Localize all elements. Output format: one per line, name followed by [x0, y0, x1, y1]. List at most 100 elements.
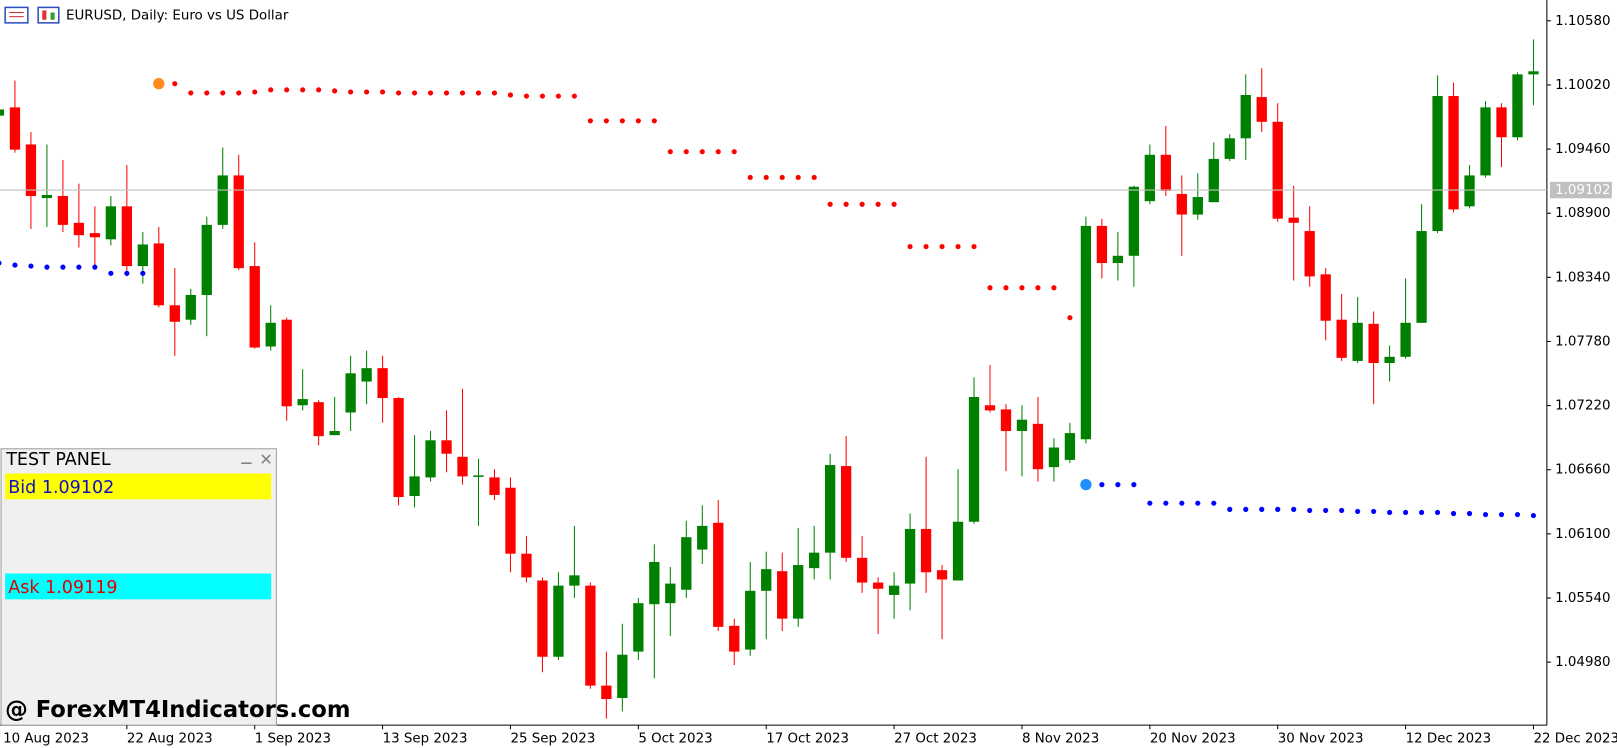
sar-dot	[76, 264, 82, 270]
sar-dot	[188, 90, 194, 96]
x-tick-label: 22 Dec 2023	[1533, 732, 1617, 747]
ask-text: Ask 1.09119	[8, 578, 117, 598]
sar-dot	[891, 201, 897, 207]
candle-body	[856, 557, 868, 583]
candle-body	[105, 206, 117, 240]
candle-body	[1080, 225, 1092, 440]
sar-dot	[1163, 500, 1169, 506]
sar-dot	[1179, 500, 1185, 506]
candle-body	[681, 537, 692, 590]
candle-body	[137, 244, 148, 267]
candle-body	[425, 440, 436, 478]
candle-body	[297, 399, 308, 406]
candle-body	[1272, 121, 1283, 219]
candle-body	[1192, 197, 1203, 215]
sar-dot	[140, 270, 146, 276]
y-tick-label: 1.08340	[1555, 270, 1610, 285]
sar-dot	[779, 174, 785, 181]
x-tick-label: 12 Dec 2023	[1406, 732, 1492, 747]
candle-body	[473, 475, 484, 477]
sar-dot	[843, 201, 849, 207]
sar-dot	[1147, 500, 1153, 506]
sar-dot	[1051, 285, 1057, 291]
sar-dot	[44, 264, 50, 270]
candle-body	[601, 685, 612, 700]
candle-body	[121, 206, 132, 267]
bid-label: 1.09102	[1555, 183, 1610, 198]
sar-dot	[1115, 482, 1121, 488]
y-tick-label: 1.05540	[1555, 591, 1610, 606]
x-tick-label: 30 Nov 2023	[1278, 732, 1364, 747]
x-tick-label: 22 Aug 2023	[127, 732, 213, 747]
candle-body	[1176, 193, 1187, 215]
bid-box	[5, 473, 272, 500]
sar-dot	[1530, 512, 1537, 519]
sar-dot	[92, 264, 98, 270]
sar-dot	[939, 243, 945, 250]
chart-title: EURUSD, Daily: Euro vs US Dollar	[66, 9, 289, 24]
candle-body	[441, 440, 452, 454]
candle-body	[265, 322, 276, 347]
sar-dot	[875, 201, 881, 207]
sar-dot	[1099, 482, 1105, 488]
candle-body	[585, 585, 596, 686]
sar-dot	[1243, 506, 1249, 512]
candle-body	[936, 570, 948, 580]
candle-body	[1336, 319, 1347, 358]
candle-body	[1528, 71, 1539, 75]
sar-dot	[459, 90, 466, 96]
test-panel: TEST PANEL Bid 1.09102 Ask 1.09119	[0, 448, 277, 726]
sar-dot	[1434, 509, 1441, 516]
sar-dot	[1371, 508, 1377, 515]
candle-body	[872, 582, 884, 589]
sar-dot	[1035, 285, 1041, 291]
sar-dot	[268, 87, 274, 93]
candle-body	[1352, 322, 1363, 361]
candle-body	[1240, 95, 1251, 139]
sar-dot	[252, 89, 258, 95]
sar-dot	[1003, 285, 1009, 291]
candle-body	[713, 522, 724, 627]
candle-body	[1032, 423, 1044, 470]
sar-dot	[1498, 511, 1505, 518]
sar-dot	[204, 90, 210, 96]
y-tick-label: 1.07220	[1555, 399, 1610, 414]
candle-body	[281, 319, 292, 407]
sar-dot	[108, 270, 114, 276]
candle-body	[25, 144, 37, 197]
sar-dot	[715, 149, 721, 155]
sar-dot	[60, 264, 66, 270]
candle-body	[649, 561, 660, 605]
close-button[interactable]	[261, 454, 271, 464]
sar-dot	[411, 90, 418, 96]
candle-body	[968, 397, 980, 522]
candle-body	[888, 585, 900, 595]
sar-dot	[603, 118, 609, 124]
sar-dot	[1403, 509, 1409, 516]
candle-body	[809, 552, 820, 569]
candle-body	[153, 243, 164, 306]
candle-body	[1320, 274, 1331, 321]
candle-body	[1096, 225, 1108, 264]
candle-body	[1512, 74, 1523, 138]
candle-body	[73, 222, 85, 236]
candle-body	[537, 580, 548, 657]
candle-body	[920, 528, 932, 573]
sar-dot	[667, 149, 673, 155]
sar-dot	[284, 87, 290, 93]
candle-body	[329, 431, 340, 436]
candle-body	[409, 476, 420, 496]
sar-dot	[380, 89, 386, 95]
sar-dot	[1307, 507, 1313, 513]
sar-dot	[987, 285, 993, 291]
x-tick-label: 1 Sep 2023	[255, 732, 331, 747]
candle-body	[1112, 255, 1124, 264]
y-tick-label: 1.09460	[1555, 142, 1610, 157]
candle-body	[761, 569, 772, 591]
candle-body	[1416, 231, 1427, 323]
x-tick-label: 17 Oct 2023	[766, 732, 849, 747]
candle-body	[1480, 107, 1491, 176]
panel-title: TEST PANEL	[5, 450, 111, 470]
candle-body	[505, 487, 516, 554]
candle-body	[904, 528, 916, 584]
